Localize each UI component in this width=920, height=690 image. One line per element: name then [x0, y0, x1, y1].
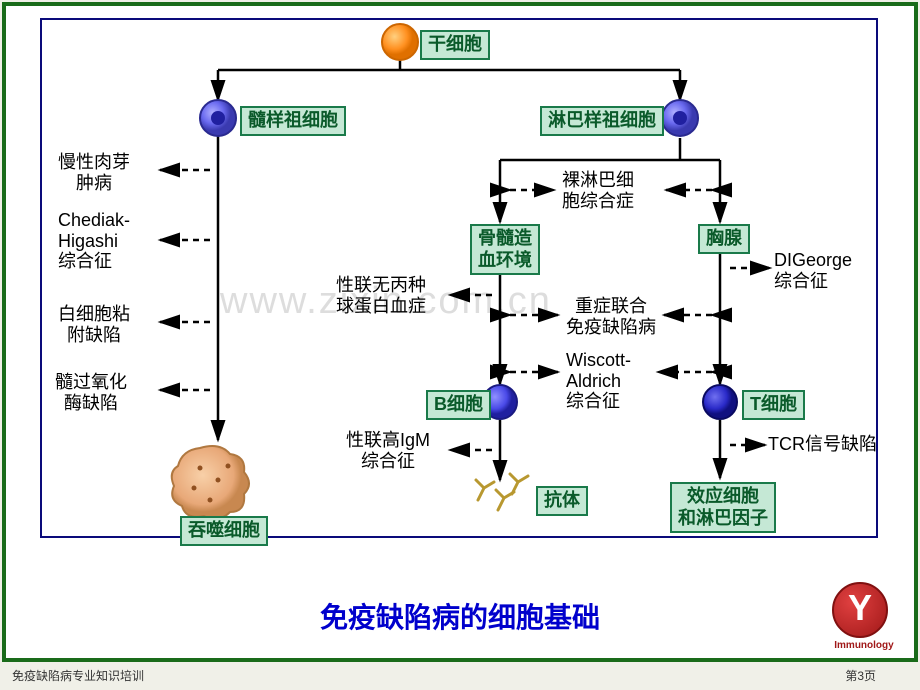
footer-left-text: 免疫缺陷病专业知识培训	[12, 667, 144, 684]
disease-cgd: 慢性肉芽 肿病	[58, 152, 130, 193]
diagram-frame	[40, 18, 878, 538]
disease-lad: 白细胞粘 附缺陷	[58, 304, 130, 345]
immunology-logo: Y Immunology	[832, 582, 896, 646]
footer-right-text: 第3页	[845, 667, 876, 684]
disease-digeorge: DIGeorge 综合征	[774, 250, 852, 291]
tcell-label: T细胞	[742, 390, 805, 420]
disease-wiscott: Wiscott- Aldrich 综合征	[566, 350, 631, 412]
disease-tcr: TCR信号缺陷	[768, 434, 877, 455]
slide-title: 免疫缺陷病的细胞基础	[0, 596, 920, 636]
disease-xla: 性联无丙种 球蛋白血症	[336, 275, 426, 316]
disease-scid: 重症联合 免疫缺陷病	[566, 296, 656, 337]
myeloid-label: 髓样祖细胞	[240, 106, 346, 136]
stem-label: 干细胞	[420, 30, 490, 60]
disease-chediak: Chediak- Higashi 综合征	[58, 210, 130, 272]
logo-caption: Immunology	[832, 640, 896, 651]
antibody-label: 抗体	[536, 486, 588, 516]
bm-env-label: 骨髓造 血环境	[470, 224, 540, 275]
disease-higm: 性联高IgM 综合征	[346, 430, 430, 471]
lymphoid-label: 淋巴样祖细胞	[540, 106, 664, 136]
bcell-label: B细胞	[426, 390, 491, 420]
phagocyte-label: 吞噬细胞	[180, 516, 268, 546]
effector-label: 效应细胞 和淋巴因子	[670, 482, 776, 533]
disease-mpo: 髓过氧化 酶缺陷	[55, 372, 127, 413]
thymus-label: 胸腺	[698, 224, 750, 254]
disease-bare: 裸淋巴细 胞综合症	[562, 170, 634, 211]
